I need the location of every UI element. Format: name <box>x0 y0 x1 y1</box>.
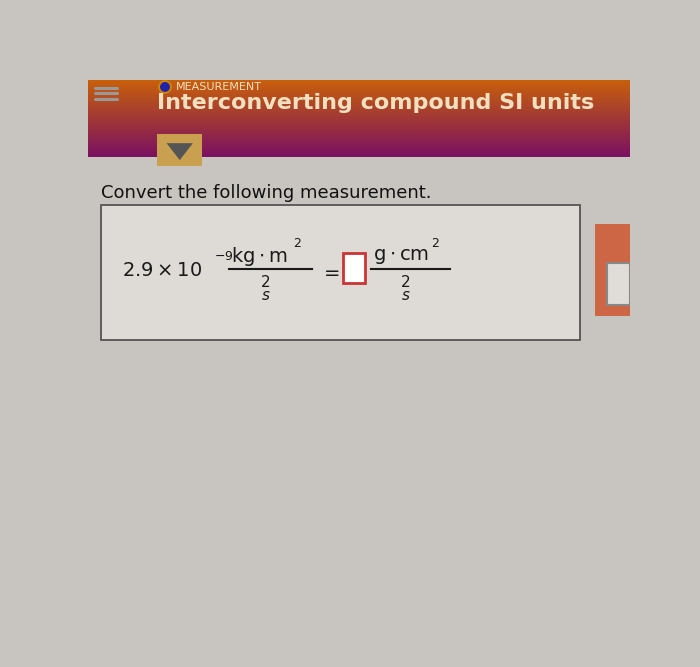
Text: $2$: $2$ <box>400 273 410 289</box>
Bar <box>88 113 630 115</box>
Bar <box>88 155 630 156</box>
Bar <box>88 151 630 152</box>
Polygon shape <box>167 143 193 160</box>
Bar <box>88 144 630 145</box>
Bar <box>102 205 580 340</box>
Text: $2$: $2$ <box>430 237 440 249</box>
Bar <box>88 102 630 103</box>
Text: $s$: $s$ <box>401 288 411 303</box>
Circle shape <box>161 83 169 91</box>
Bar <box>88 111 630 112</box>
Bar <box>88 156 630 157</box>
Bar <box>88 130 630 131</box>
Bar <box>88 112 630 113</box>
Bar <box>88 95 630 97</box>
Bar <box>88 80 630 81</box>
Bar <box>88 137 630 138</box>
Bar <box>88 103 630 105</box>
Bar <box>607 263 630 305</box>
Text: $=$: $=$ <box>320 262 340 281</box>
Bar <box>88 115 630 116</box>
Bar <box>88 108 630 109</box>
Text: $2.9 \times 10$: $2.9 \times 10$ <box>122 261 203 279</box>
Bar <box>88 105 630 107</box>
Bar <box>88 91 630 93</box>
Text: MEASUREMENT: MEASUREMENT <box>176 82 262 92</box>
Bar <box>595 224 630 316</box>
Bar <box>88 97 630 98</box>
Bar <box>88 133 630 134</box>
Text: $\mathregular{g \cdot cm}$: $\mathregular{g \cdot cm}$ <box>372 247 429 266</box>
Bar <box>88 148 630 149</box>
Bar <box>88 143 630 144</box>
Bar <box>88 93 630 94</box>
Bar <box>88 109 630 111</box>
Bar <box>88 90 630 91</box>
Bar <box>88 134 630 135</box>
Bar <box>88 89 630 90</box>
Bar <box>343 253 365 283</box>
Bar <box>88 88 630 89</box>
Bar <box>88 120 630 121</box>
Bar <box>88 149 630 151</box>
Bar <box>88 126 630 127</box>
Bar <box>88 98 630 99</box>
Text: $s$: $s$ <box>261 288 271 303</box>
Bar <box>88 127 630 129</box>
Bar <box>88 125 630 126</box>
Circle shape <box>159 81 172 93</box>
Text: $2$: $2$ <box>260 273 270 289</box>
Bar <box>88 107 630 108</box>
Bar <box>88 117 630 119</box>
Bar <box>88 135 630 137</box>
Bar <box>88 119 630 120</box>
Bar <box>88 141 630 143</box>
Bar <box>88 131 630 133</box>
Bar <box>88 99 630 101</box>
Bar <box>88 123 630 125</box>
Bar <box>88 83 630 84</box>
Bar <box>88 139 630 140</box>
Text: $2$: $2$ <box>293 237 302 249</box>
Bar <box>88 116 630 117</box>
Text: Convert the following measurement.: Convert the following measurement. <box>102 184 432 202</box>
Bar <box>88 84 630 85</box>
Bar <box>88 121 630 122</box>
Bar <box>88 140 630 141</box>
Bar <box>88 152 630 153</box>
Bar <box>88 129 630 130</box>
Bar <box>88 85 630 87</box>
Bar <box>88 81 630 83</box>
Text: $-9$: $-9$ <box>214 250 233 263</box>
Bar <box>88 153 630 155</box>
Bar <box>88 122 630 123</box>
Bar <box>158 134 202 166</box>
Bar <box>88 87 630 88</box>
Text: Interconverting compound SI units: Interconverting compound SI units <box>158 93 594 113</box>
Bar <box>88 94 630 95</box>
Bar <box>88 138 630 139</box>
Bar <box>88 101 630 102</box>
Text: $\mathregular{kg \cdot m}$: $\mathregular{kg \cdot m}$ <box>231 245 288 268</box>
Bar <box>88 147 630 148</box>
Bar <box>88 145 630 147</box>
